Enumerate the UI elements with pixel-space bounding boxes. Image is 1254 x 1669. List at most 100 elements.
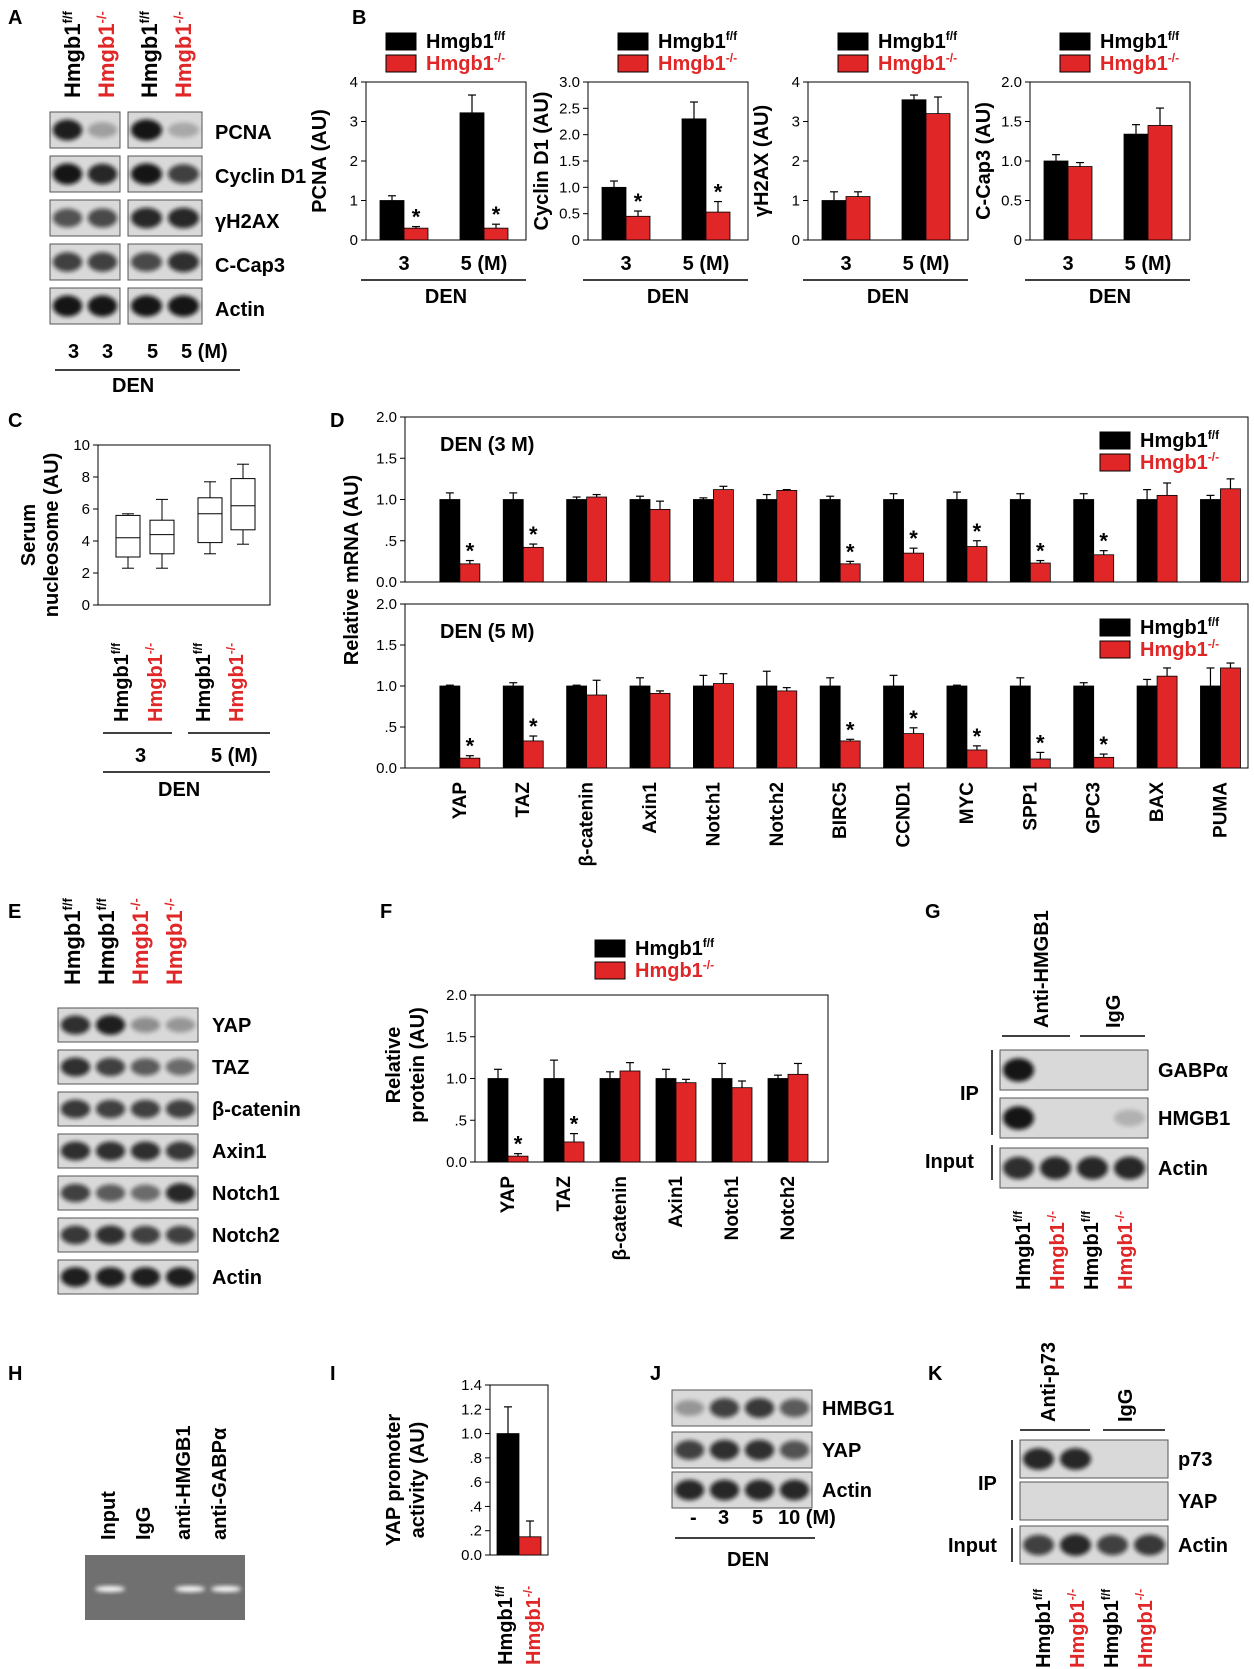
y-axis-label: activity (AU) [407,1422,429,1539]
blot-strip [1019,1481,1169,1521]
blot-band [165,1183,196,1203]
y-axis-label: nucleosome (AU) [41,453,63,617]
legend-label-ko: Hmgb1-/- [658,51,737,75]
legend-label-wt: Hmgb1f/f [1140,615,1220,639]
bar-wt [819,499,841,583]
treatment-label: DEN [727,1549,769,1571]
y-axis-label: Relative [383,1027,405,1104]
y-tick-label: 2 [350,153,358,170]
blot-band [52,163,83,185]
ip-label: IP [960,1083,979,1105]
blot-band [1039,1156,1072,1180]
blot-band [87,122,118,138]
panel-label-f: F [380,901,392,923]
y-tick-label: 4 [350,74,358,91]
bar-wt [566,499,588,583]
group-label-ko: Hmgb1-/- [143,643,167,722]
bar-wt [629,685,651,769]
treatment-label: DEN [425,286,467,308]
y-tick-label: .8 [469,1450,482,1467]
bar-wt [543,1078,565,1163]
category-label-wt: Hmgb1f/f [493,1585,517,1665]
blot-band [52,208,83,228]
y-tick-label: 1.0 [1001,153,1022,170]
y-tick-label: .5 [454,1112,467,1129]
blot-band [1002,1156,1035,1180]
bar-ko [1067,166,1093,241]
gene-label: Notch2 [767,782,788,846]
legend-label-wt: Hmgb1f/f [658,29,738,53]
gel-lane-label: anti-GABPα [209,1427,231,1540]
y-tick-label: 0.0 [376,574,397,591]
legend-swatch-wt [837,32,869,51]
y-axis-label: Serum [18,504,40,566]
blot-band [674,1400,705,1416]
y-tick-label: 3.0 [559,74,580,91]
bar-wt [1073,685,1095,769]
category-label: β-catenin [610,1176,631,1260]
band-label: p73 [1178,1449,1212,1471]
panel-a-blots [49,111,203,325]
blot-band [167,207,200,229]
lane-label-ko: Hmgb1-/- [94,11,119,98]
band-label: HMGB1 [1158,1108,1230,1130]
blot-band [60,1183,91,1203]
bar-ko [675,1082,697,1163]
panel-j: - 3 5 10 (M) DEN HMBG1 YAP Actin [671,1389,894,1571]
group-time-label: 5 (M) [211,745,258,767]
x-tick-label: 5 (M) [683,253,730,275]
band-label: GABPα [1158,1060,1229,1082]
time-label: 5 [752,1507,763,1529]
y-tick-label: 1.4 [461,1377,482,1394]
bar-ko [776,690,798,769]
blot-band [779,1440,810,1460]
bar-wt [599,1078,621,1163]
y-tick-label: 10 [73,437,90,454]
bar-ko [925,113,951,241]
bar-ko [1147,125,1173,241]
gene-label: Axin1 [640,782,661,834]
band-label: TAZ [212,1057,249,1079]
bar-wt [1136,685,1158,769]
bar-ko [1156,675,1178,769]
bar-wt [1200,499,1221,583]
blot-band [165,1267,196,1287]
blot-band [709,1439,740,1461]
y-tick-label: 0 [792,232,800,249]
gene-label: SPP1 [1020,782,1041,831]
treatment-label: DEN [647,286,689,308]
legend-swatch-ko [1099,453,1131,472]
blot-band [52,252,83,272]
legend-label-wt: Hmgb1f/f [878,29,958,53]
y-tick-label: 2.0 [376,409,397,426]
blot-band [130,1017,161,1033]
blot-band [95,1184,126,1202]
y-tick-label: 1.5 [559,153,580,170]
treatment-label: DEN [112,375,154,397]
y-tick-label: 1.0 [376,492,397,509]
panel-label-j: J [650,1363,661,1385]
significance-star: * [514,1132,523,1157]
bar-ko [563,1141,585,1163]
bar-ko [1220,667,1241,769]
y-tick-label: 2.0 [376,596,397,613]
legend-swatch-ko [1099,640,1131,659]
bar-wt [629,499,651,583]
blot-band [744,1398,775,1418]
bar-wt [496,1433,520,1556]
blot-band [130,163,163,185]
blot-band [165,1225,196,1245]
bar-ko [839,740,861,769]
legend-label-ko: Hmgb1-/- [426,51,505,75]
time-label: 5 (M) [181,341,228,363]
category-label: Notch2 [778,1176,799,1240]
lane-label-wt: Hmgb1f/f [137,10,162,98]
blot-band [674,1479,705,1501]
lane-label-wt: Hmgb1f/f [1011,1210,1035,1290]
blot-band [130,1267,161,1287]
blot-band [1002,1106,1035,1130]
box [115,514,141,558]
legend-swatch-ko [1059,54,1091,73]
y-tick-label: .5 [384,719,397,736]
